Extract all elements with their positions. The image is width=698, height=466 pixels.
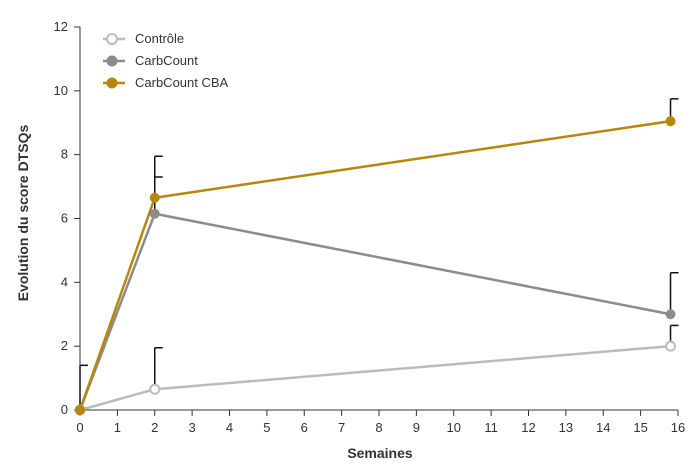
y-tick-label: 6 bbox=[61, 211, 68, 226]
error-bars bbox=[80, 99, 679, 410]
series-lines bbox=[80, 121, 671, 410]
data-point bbox=[76, 406, 85, 415]
legend-swatch-marker bbox=[107, 56, 117, 66]
x-axis-title: Semaines bbox=[347, 445, 413, 461]
data-point bbox=[666, 117, 675, 126]
y-tick-label: 8 bbox=[61, 147, 68, 162]
data-point bbox=[666, 310, 675, 319]
x-tick-label: 4 bbox=[226, 420, 233, 435]
data-point bbox=[150, 193, 159, 202]
x-tick-label: 0 bbox=[76, 420, 83, 435]
legend-label: CarbCount CBA bbox=[135, 75, 229, 90]
data-point bbox=[150, 385, 159, 394]
x-tick-label: 14 bbox=[596, 420, 610, 435]
x-tick-label: 3 bbox=[189, 420, 196, 435]
legend-label: Contrôle bbox=[135, 31, 184, 46]
x-tick-label: 2 bbox=[151, 420, 158, 435]
x-tick-label: 8 bbox=[375, 420, 382, 435]
x-tick-label: 1 bbox=[114, 420, 121, 435]
data-point bbox=[666, 342, 675, 351]
y-axis-title: Evolution du score DTSQs bbox=[15, 125, 31, 302]
series-line bbox=[80, 346, 671, 410]
x-tick-label: 12 bbox=[521, 420, 535, 435]
x-tick-label: 7 bbox=[338, 420, 345, 435]
legend-swatch-marker bbox=[107, 34, 117, 44]
x-tick-label: 9 bbox=[413, 420, 420, 435]
x-tick-label: 13 bbox=[559, 420, 573, 435]
legend-swatch-marker bbox=[107, 78, 117, 88]
series-line bbox=[80, 121, 671, 410]
legend: Contrôle CarbCount CarbCount CBA bbox=[103, 31, 229, 90]
y-tick-label: 4 bbox=[61, 274, 68, 289]
x-tick-label: 5 bbox=[263, 420, 270, 435]
data-point bbox=[150, 209, 159, 218]
x-tick-label: 16 bbox=[671, 420, 685, 435]
y-tick-label: 10 bbox=[54, 83, 68, 98]
x-tick-label: 15 bbox=[633, 420, 647, 435]
y-tick-label: 12 bbox=[54, 19, 68, 34]
legend-label: CarbCount bbox=[135, 53, 198, 68]
y-tick-label: 0 bbox=[61, 402, 68, 417]
y-tick-label: 2 bbox=[61, 338, 68, 353]
series-line bbox=[80, 214, 671, 410]
x-tick-label: 10 bbox=[447, 420, 461, 435]
x-tick-label: 11 bbox=[484, 420, 498, 435]
x-tick-label: 6 bbox=[301, 420, 308, 435]
